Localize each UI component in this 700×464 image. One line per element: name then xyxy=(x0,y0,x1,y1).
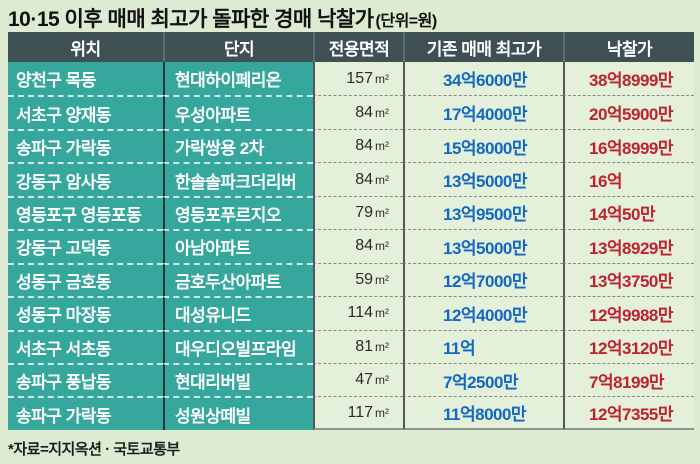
cell-area: 59 m² xyxy=(313,262,403,297)
area-unit: m² xyxy=(375,373,389,388)
area-unit: m² xyxy=(375,205,389,220)
area-unit: m² xyxy=(375,239,389,254)
cell-location: 성동구 마장동 xyxy=(8,296,163,330)
area-value: 114 xyxy=(347,304,373,322)
cell-location: 강동구 고덕동 xyxy=(8,229,163,263)
cell-complex: 가락쌍용 2차 xyxy=(163,128,313,163)
area-value: 59 xyxy=(355,270,373,288)
cell-complex: 영등포푸르지오 xyxy=(163,195,313,230)
cell-winning-bid: 14억50만 xyxy=(563,195,694,230)
cell-location: 성동구 금호동 xyxy=(8,262,163,297)
cell-winning-bid: 13억3750만 xyxy=(563,262,694,297)
cell-prev-high: 34억6000만 xyxy=(403,62,563,96)
cell-complex: 우성아파트 xyxy=(163,95,313,129)
cell-area: 81 m² xyxy=(313,329,403,363)
title-unit-note: (단위=원) xyxy=(375,13,438,30)
cell-area: 157 m² xyxy=(313,62,403,96)
area-unit: m² xyxy=(375,139,389,154)
cell-location: 서초구 서초동 xyxy=(8,329,163,363)
area-value: 79 xyxy=(355,203,373,221)
cell-prev-high: 12억4000만 xyxy=(403,296,563,330)
col-header-complex: 단지 xyxy=(163,32,313,62)
cell-prev-high: 11억 xyxy=(403,329,563,363)
cell-complex: 대우디오빌프라임 xyxy=(163,329,313,363)
cell-winning-bid: 13억8929만 xyxy=(563,229,694,263)
col-header-location: 위치 xyxy=(8,32,163,62)
cell-area: 84 m² xyxy=(313,229,403,263)
area-value: 84 xyxy=(355,137,373,155)
area-unit: m² xyxy=(375,306,389,321)
cell-area: 84 m² xyxy=(313,162,403,196)
area-unit: m² xyxy=(375,71,389,86)
cell-winning-bid: 7억8199만 xyxy=(563,362,694,397)
area-value: 117 xyxy=(347,403,373,421)
cell-winning-bid: 38억8999만 xyxy=(563,62,694,96)
area-value: 84 xyxy=(355,170,373,188)
area-unit: m² xyxy=(375,272,389,287)
cell-area: 79 m² xyxy=(313,195,403,230)
cell-complex: 금호두산아파트 xyxy=(163,262,313,297)
area-value: 157 xyxy=(346,69,373,87)
area-unit: m² xyxy=(375,405,389,420)
cell-complex: 한솔솔파크더리버 xyxy=(163,162,313,196)
cell-complex: 아남아파트 xyxy=(163,229,313,263)
cell-complex: 현대하이페리온 xyxy=(163,62,313,96)
cell-area: 114 m² xyxy=(313,296,403,330)
page-title: 10·15 이후 매매 최고가 돌파한 경매 낙찰가 (단위=원) xyxy=(8,3,698,33)
area-value: 84 xyxy=(355,103,373,121)
cell-prev-high: 12억7000만 xyxy=(403,262,563,297)
cell-winning-bid: 12억7355만 xyxy=(563,396,694,430)
cell-complex: 성원상떼빌 xyxy=(163,396,313,430)
cell-area: 117 m² xyxy=(313,396,403,430)
col-header-area: 전용면적 xyxy=(313,32,403,62)
cell-area: 84 m² xyxy=(313,128,403,163)
cell-winning-bid: 12억3120만 xyxy=(563,329,694,363)
cell-location: 양천구 목동 xyxy=(8,62,163,96)
area-unit: m² xyxy=(375,339,389,354)
cell-prev-high: 15억8000만 xyxy=(403,128,563,163)
cell-complex: 현대리버빌 xyxy=(163,362,313,397)
col-header-winning-bid: 낙찰가 xyxy=(563,32,694,62)
area-unit: m² xyxy=(375,105,389,120)
cell-winning-bid: 16억8999만 xyxy=(563,128,694,163)
cell-location: 서초구 양재동 xyxy=(8,95,163,129)
cell-location: 송파구 풍납동 xyxy=(8,362,163,397)
cell-prev-high: 7억2500만 xyxy=(403,362,563,397)
cell-area: 47 m² xyxy=(313,362,403,397)
cell-location: 송파구 가락동 xyxy=(8,396,163,430)
cell-prev-high: 11억8000만 xyxy=(403,396,563,430)
cell-winning-bid: 12억9988만 xyxy=(563,296,694,330)
area-value: 47 xyxy=(355,371,373,389)
cell-complex: 대성유니드 xyxy=(163,296,313,330)
cell-winning-bid: 16억 xyxy=(563,162,694,196)
cell-location: 영등포구 영등포동 xyxy=(8,195,163,230)
cell-prev-high: 13억9500만 xyxy=(403,195,563,230)
cell-location: 강동구 암사동 xyxy=(8,162,163,196)
cell-prev-high: 13억5000만 xyxy=(403,229,563,263)
cell-area: 84 m² xyxy=(313,95,403,129)
col-header-prev-high: 기존 매매 최고가 xyxy=(403,32,563,62)
title-text: 10·15 이후 매매 최고가 돌파한 경매 낙찰가 xyxy=(8,8,374,31)
cell-location: 송파구 가락동 xyxy=(8,128,163,163)
cell-prev-high: 13억5000만 xyxy=(403,162,563,196)
cell-winning-bid: 20억5900만 xyxy=(563,95,694,129)
cell-prev-high: 17억4000만 xyxy=(403,95,563,129)
source-note: *자료=지지옥션 · 국토교통부 xyxy=(8,441,180,458)
area-unit: m² xyxy=(375,172,389,187)
area-value: 84 xyxy=(355,237,373,255)
auction-price-table: 위치 단지 전용면적 기존 매매 최고가 낙찰가 양천구 목동 현대하이페리온 … xyxy=(8,32,694,430)
area-value: 81 xyxy=(355,337,373,355)
